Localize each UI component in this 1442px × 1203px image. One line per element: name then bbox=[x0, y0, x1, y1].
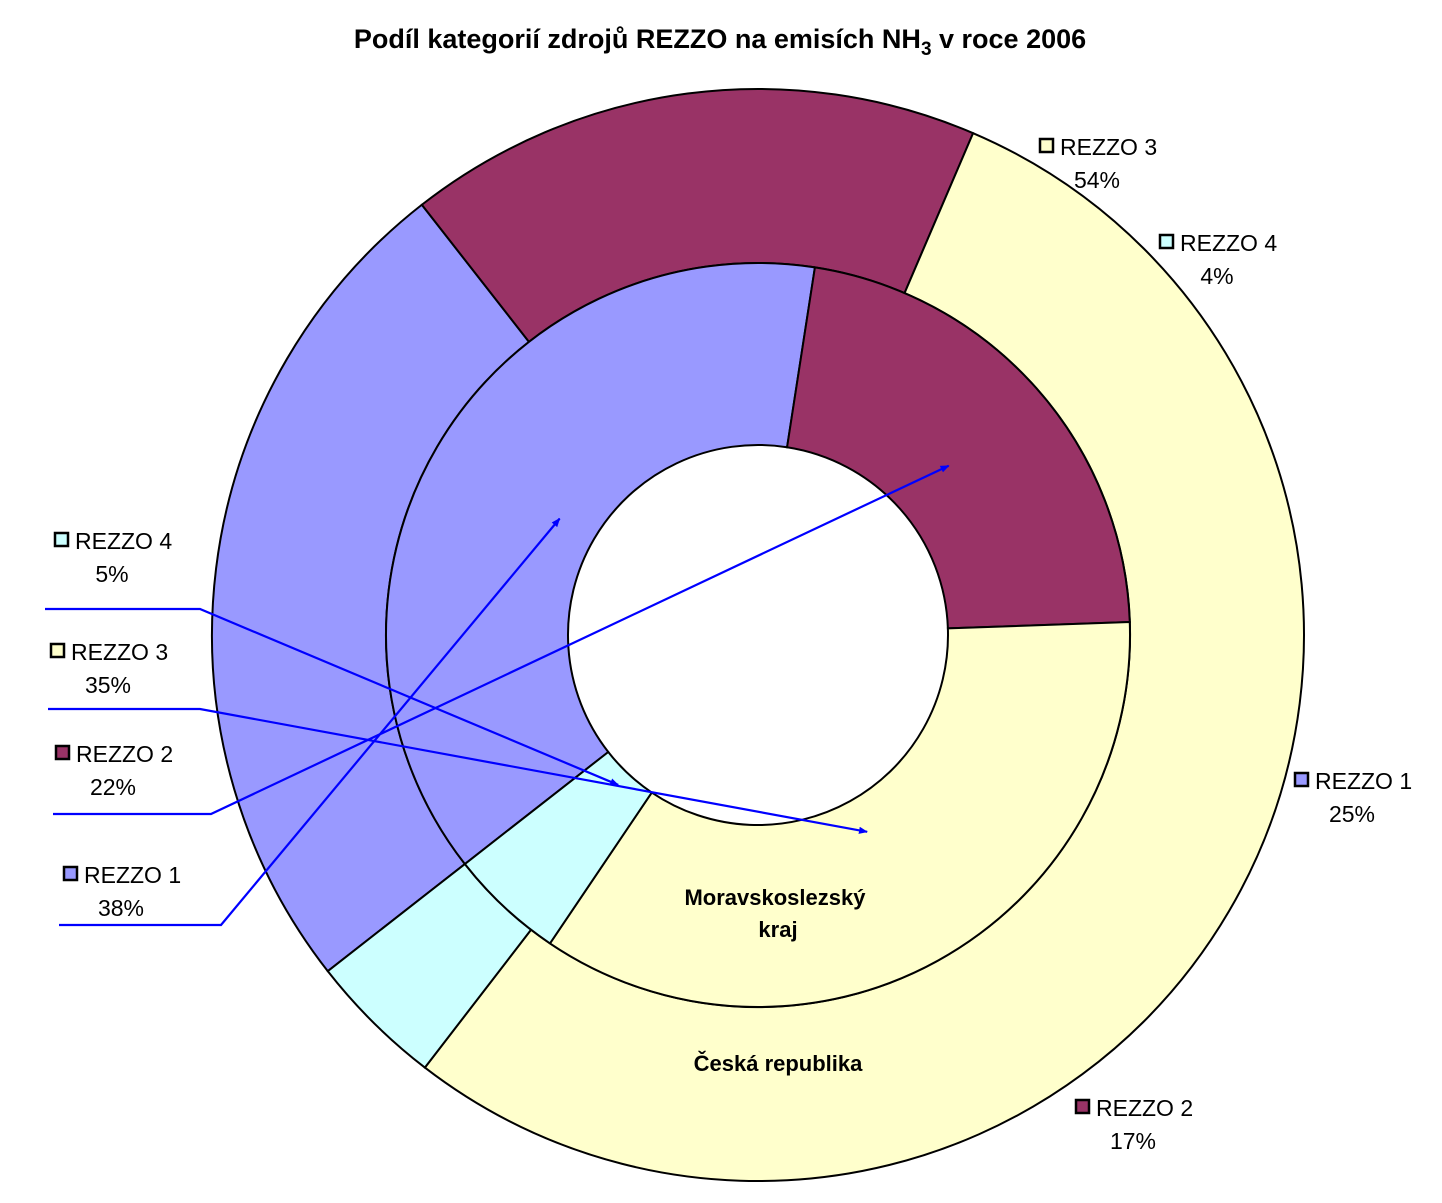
outer-ring bbox=[211, 88, 1306, 1182]
outer-ring-series-label: Česká republika bbox=[694, 1051, 864, 1076]
outer-category-rezzo-2: REZZO 2 bbox=[1096, 1095, 1193, 1121]
outer-value-rezzo-1: 25% bbox=[1329, 801, 1375, 827]
inner-ring-callouts bbox=[45, 464, 950, 927]
outer-label-rezzo-2: REZZO 2 17% bbox=[1074, 1095, 1193, 1154]
inner-label-rezzo-3: REZZO 3 35% bbox=[49, 639, 168, 698]
inner-category-rezzo-3: REZZO 3 bbox=[71, 639, 168, 665]
inner-legend-key-rezzo-1 bbox=[62, 865, 79, 882]
inner-legend-key-rezzo-3 bbox=[49, 642, 66, 659]
outer-legend-key-rezzo-2 bbox=[1074, 1098, 1091, 1115]
data-labels: REZZO 125%REZZO 217%REZZO 354%REZZO 44%R… bbox=[49, 134, 1412, 1154]
inner-slice-rezzo-2 bbox=[785, 266, 1131, 630]
outer-legend-key-rezzo-3 bbox=[1038, 137, 1055, 154]
inner-label-rezzo-2: REZZO 2 22% bbox=[54, 741, 173, 800]
inner-value-rezzo-4: 5% bbox=[95, 561, 128, 587]
outer-legend-key-rezzo-4 bbox=[1158, 233, 1175, 250]
inner-value-rezzo-2: 22% bbox=[90, 774, 136, 800]
callout-arrow-rezzo-1 bbox=[59, 517, 561, 927]
inner-category-rezzo-2: REZZO 2 bbox=[76, 741, 173, 767]
inner-value-rezzo-1: 38% bbox=[98, 895, 144, 921]
callout-arrow-rezzo-2 bbox=[53, 464, 950, 816]
inner-ring bbox=[385, 262, 1131, 1008]
callout-arrow-rezzo-4 bbox=[45, 607, 620, 786]
inner-slice-rezzo-3 bbox=[548, 620, 1131, 1008]
outer-category-rezzo-4: REZZO 4 bbox=[1180, 230, 1277, 256]
outer-value-rezzo-2: 17% bbox=[1110, 1128, 1156, 1154]
outer-label-rezzo-4: REZZO 4 4% bbox=[1158, 230, 1277, 289]
outer-legend-key-rezzo-1 bbox=[1293, 771, 1310, 788]
outer-value-rezzo-4: 4% bbox=[1200, 263, 1233, 289]
callout-arrow-rezzo-3 bbox=[48, 707, 868, 834]
outer-label-rezzo-1: REZZO 1 25% bbox=[1293, 768, 1412, 827]
inner-category-rezzo-4: REZZO 4 bbox=[75, 528, 172, 554]
inner-slice-rezzo-1 bbox=[385, 262, 817, 866]
outer-category-rezzo-3: REZZO 3 bbox=[1060, 134, 1157, 160]
inner-ring-series-label: Moravskoslezský kraj bbox=[684, 885, 871, 942]
chart-title: Podíl kategorií zdrojů REZZO na emisích … bbox=[354, 24, 1086, 60]
inner-legend-key-rezzo-4 bbox=[53, 531, 70, 548]
outer-label-rezzo-3: REZZO 3 54% bbox=[1038, 134, 1157, 193]
inner-label-rezzo-4: REZZO 4 5% bbox=[53, 528, 172, 587]
inner-label-rezzo-1: REZZO 1 38% bbox=[62, 862, 181, 921]
outer-value-rezzo-3: 54% bbox=[1074, 167, 1120, 193]
inner-category-rezzo-1: REZZO 1 bbox=[84, 862, 181, 888]
outer-category-rezzo-1: REZZO 1 bbox=[1315, 768, 1412, 794]
inner-value-rezzo-3: 35% bbox=[85, 672, 131, 698]
inner-legend-key-rezzo-2 bbox=[54, 744, 71, 761]
inner-slice-rezzo-4 bbox=[463, 750, 654, 945]
